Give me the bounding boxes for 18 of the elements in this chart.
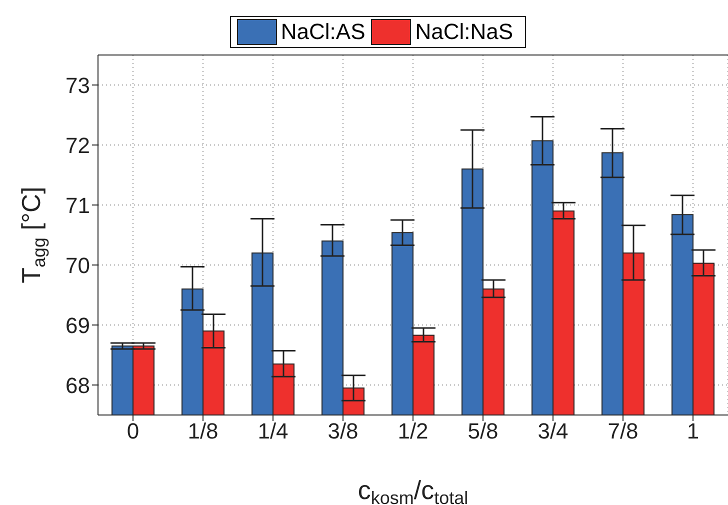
y-tick-label: 72 [66, 132, 90, 158]
x-tick-label: 7/8 [608, 418, 638, 444]
x-tick-label: 5/8 [468, 418, 498, 444]
x-axis-title: c$_{kosm}$/c$_{total}$ [358, 475, 468, 505]
x-tick-label: 3/8 [328, 418, 358, 444]
y-tick-label: 71 [66, 192, 90, 218]
x-tick-label: 0 [126, 418, 140, 444]
legend-label: NaCl:NaS [414, 19, 514, 45]
x-tick-label: 3/4 [538, 418, 568, 444]
x-tick-label: 1/8 [188, 418, 218, 444]
x-tick-label: 1 [686, 418, 700, 444]
y-tick-label: 70 [66, 252, 90, 278]
x-tick-label: 1/2 [398, 418, 428, 444]
x-tick-label: 1/4 [258, 418, 288, 444]
y-tick-label: 68 [66, 372, 90, 398]
legend-label: NaCl:AS [280, 19, 366, 45]
y-tick-label: 73 [66, 72, 90, 98]
y-tick-label: 69 [66, 312, 90, 338]
